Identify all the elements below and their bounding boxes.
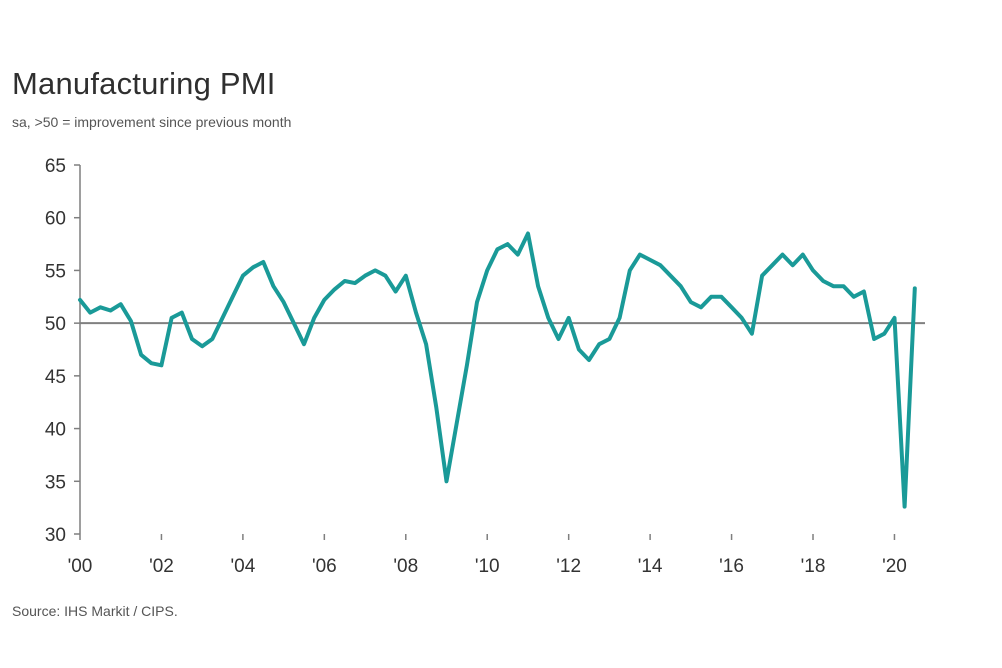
y-tick-label: 45 [45, 367, 66, 388]
y-tick-label: 60 [45, 209, 66, 230]
x-tick-label: '00 [68, 556, 93, 577]
line-chart: 30 35 40 45 50 55 60 65 '00 '02 '04 '06 '08 '10 '12 '1… [45, 156, 925, 577]
x-tick-label: '12 [556, 556, 581, 577]
x-tick-label: '06 [312, 556, 337, 577]
x-tick-label: '02 [149, 556, 174, 577]
y-tick-label: 35 [45, 472, 66, 493]
x-tick-label: '18 [801, 556, 826, 577]
chart-title: Manufacturing PMI [12, 66, 276, 101]
pmi-series-line [78, 231, 917, 509]
source-note: Source: IHS Markit / CIPS. [12, 603, 178, 619]
x-tick-label: '20 [882, 556, 907, 577]
y-tick-label: 30 [45, 525, 66, 546]
y-tick-label: 50 [45, 314, 66, 335]
x-tick-label: '08 [393, 556, 418, 577]
y-tick-label: 40 [45, 420, 66, 441]
x-axis-ticks: '00 '02 '04 '06 '08 '10 '12 '14 '16 '18 '20 [68, 534, 907, 577]
y-axis-ticks: 30 35 40 45 50 55 60 65 [45, 156, 80, 546]
x-tick-label: '10 [475, 556, 500, 577]
x-tick-label: '16 [719, 556, 744, 577]
chart-subtitle: sa, >50 = improvement since previous mon… [12, 114, 292, 130]
y-tick-label: 65 [45, 156, 66, 177]
x-tick-label: '04 [231, 556, 256, 577]
y-tick-label: 55 [45, 261, 66, 282]
x-tick-label: '14 [638, 556, 663, 577]
